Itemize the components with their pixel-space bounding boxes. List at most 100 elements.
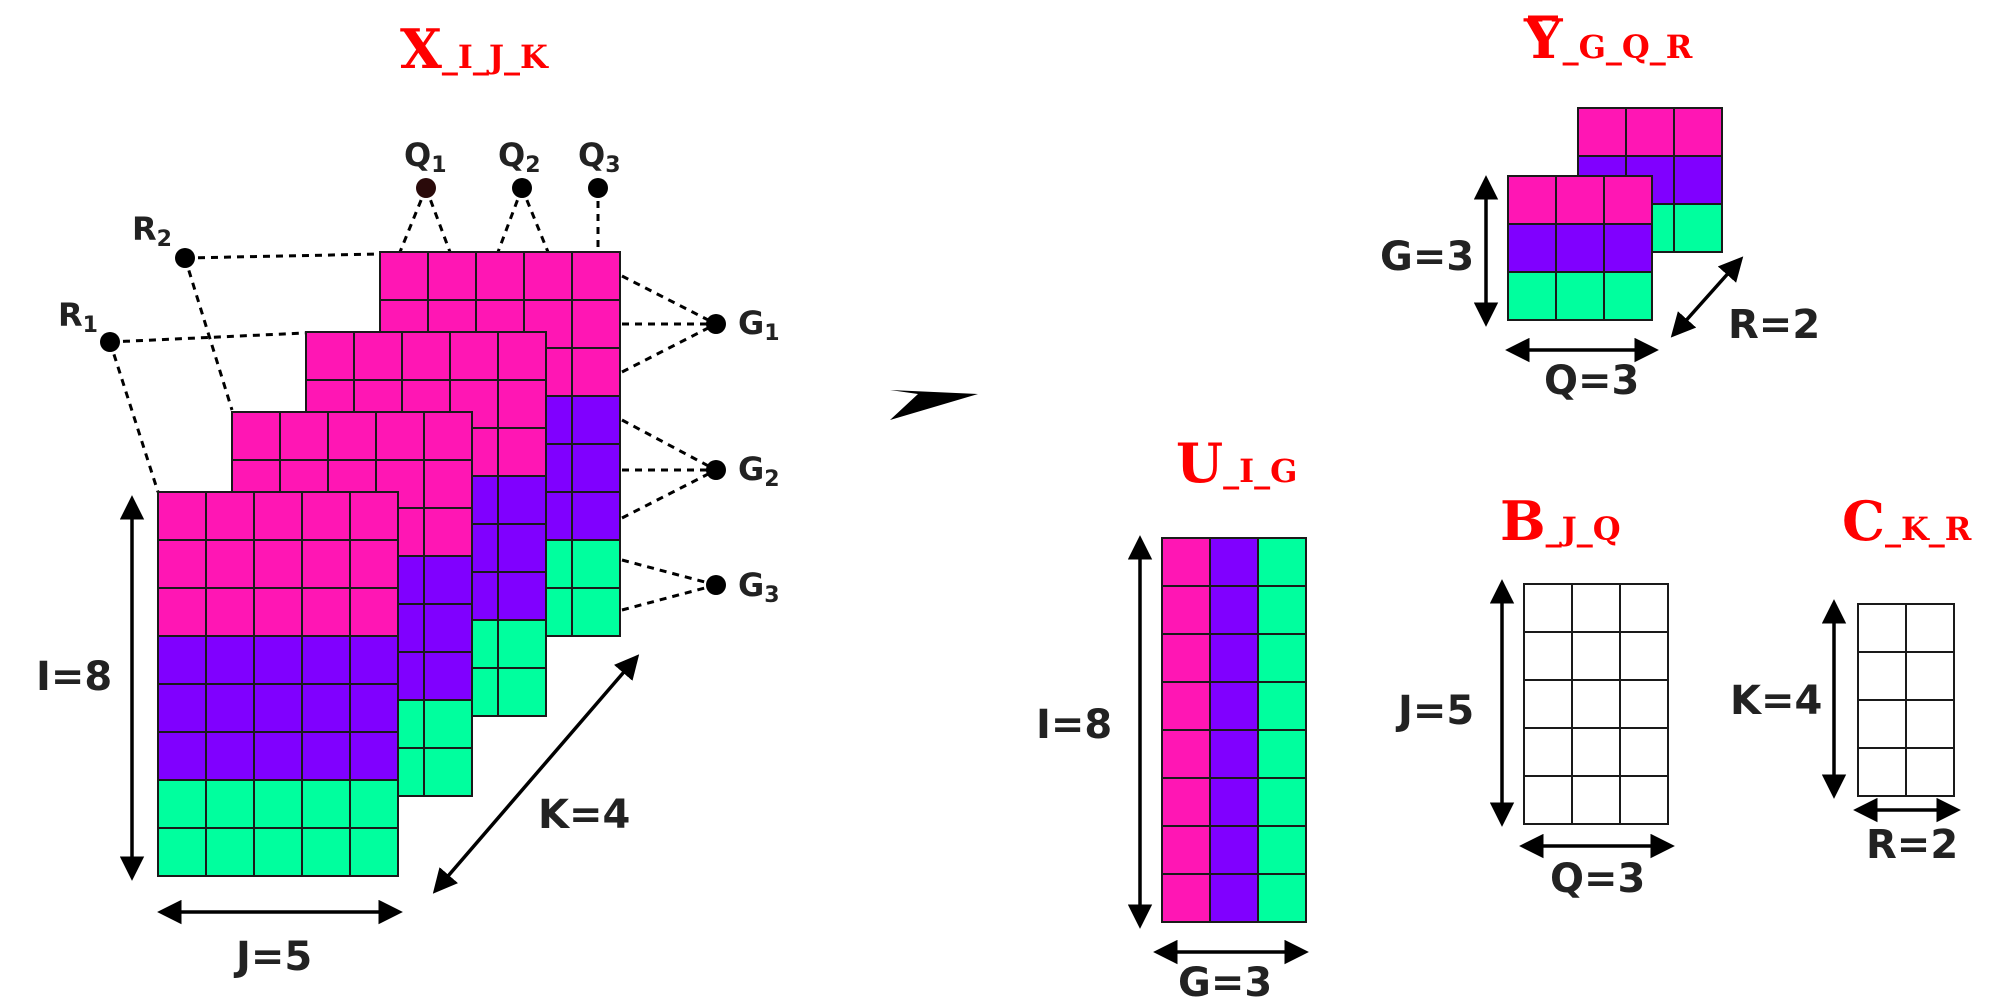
tensor-x-slice-2-cell <box>423 603 473 653</box>
matrix-c-cell <box>1857 747 1907 797</box>
matrix-u-cell <box>1257 777 1307 827</box>
tensor-x-slice-1-cell <box>301 491 351 541</box>
tensor-x-slice-3-cell <box>401 331 451 381</box>
matrix-u-cell <box>1257 825 1307 875</box>
tensor-x-slice-2-cell <box>423 747 473 797</box>
matrix-u-cell <box>1209 729 1259 779</box>
matrix-c-cell <box>1905 747 1955 797</box>
tensor-x-slice-4-cell <box>571 395 621 445</box>
matrix-u-cell <box>1257 537 1307 587</box>
x-k-arrow <box>432 654 640 894</box>
core-y-slice-1 <box>1507 175 1653 321</box>
matrix-u-cell <box>1161 633 1211 683</box>
x-j-label: J=5 <box>233 934 312 980</box>
label-r2: R2 <box>132 210 172 252</box>
tensor-x-slice-4-cell <box>571 299 621 349</box>
tensor-x-slice-1-cell <box>253 827 303 877</box>
node-r1 <box>100 332 120 352</box>
tensor-x-slice-1-cell <box>253 779 303 829</box>
tensor-x-slice-1-cell <box>205 539 255 589</box>
tensor-x-slice-1-cell <box>253 731 303 781</box>
matrix-u-cell <box>1209 873 1259 923</box>
matrix-b-cell <box>1571 679 1621 729</box>
tensor-x-slice-1-cell <box>349 635 399 685</box>
tensor-x-slice-1-cell <box>301 731 351 781</box>
matrix-b <box>1523 583 1669 825</box>
matrix-u-cell <box>1209 585 1259 635</box>
matrix-b-cell <box>1571 583 1621 633</box>
label-q3: Q3 <box>578 136 621 178</box>
node-g3 <box>706 575 726 595</box>
matrix-b-cell <box>1619 727 1669 777</box>
tensor-x-slice-1-cell <box>349 491 399 541</box>
core-y-slice-1-cell <box>1507 175 1557 225</box>
matrix-u-cell <box>1161 777 1211 827</box>
u-g-label: G=3 <box>1178 960 1272 1000</box>
node-q2 <box>512 178 532 198</box>
x-k-label: K=4 <box>538 792 630 838</box>
tensor-x-slice-1-cell <box>157 587 207 637</box>
matrix-b-cell <box>1619 775 1669 825</box>
matrix-b-cell <box>1571 775 1621 825</box>
tensor-x-slice-1-cell <box>205 779 255 829</box>
tensor-x-slice-4-cell <box>427 251 477 301</box>
matrix-u-cell <box>1209 537 1259 587</box>
matrix-c-title: C_K_R <box>1842 489 1972 553</box>
tensor-x-slice-4-cell <box>379 251 429 301</box>
tensor-x-slice-2-cell <box>423 699 473 749</box>
tensor-x-slice-3-cell <box>497 379 547 429</box>
matrix-u <box>1161 537 1307 923</box>
node-r2 <box>175 248 195 268</box>
matrix-u-cell <box>1257 585 1307 635</box>
tensor-x-slice-1-cell <box>157 731 207 781</box>
tensor-x-nodes <box>100 178 726 595</box>
tensor-x-slice-4-cell <box>571 539 621 589</box>
label-r1: R1 <box>58 296 98 338</box>
matrix-u-cell <box>1257 633 1307 683</box>
core-y-slice-1-cell <box>1507 223 1557 273</box>
matrix-b-cell <box>1619 583 1669 633</box>
c-r-label: R=2 <box>1866 822 1958 868</box>
tensor-x-slice-1-cell <box>157 635 207 685</box>
x-i-label: I=8 <box>36 654 112 700</box>
tensor-x-slice-1-cell <box>205 731 255 781</box>
tensor-x-slice-1-cell <box>205 491 255 541</box>
tensor-x-slice-1-cell <box>301 683 351 733</box>
tensor-x-slice-2-cell <box>423 555 473 605</box>
matrix-u-cell <box>1209 633 1259 683</box>
tensor-x-slice-1-cell <box>301 539 351 589</box>
tensor-x-slice-2-cell <box>423 507 473 557</box>
transform-arrow <box>890 390 978 420</box>
tensor-x-slice-2-cell <box>423 411 473 461</box>
matrix-u-cell <box>1161 585 1211 635</box>
matrix-u-cell <box>1257 729 1307 779</box>
matrix-u-cell <box>1161 729 1211 779</box>
core-y-slice-2-cell <box>1673 203 1723 253</box>
b-j-label: J=5 <box>1395 688 1474 734</box>
tensor-x-slice-1-cell <box>301 635 351 685</box>
tensor-x-slice-1-cell <box>349 731 399 781</box>
matrix-u-cell <box>1257 873 1307 923</box>
tensor-x-slice-4-cell <box>571 587 621 637</box>
tensor-x-slice-4-cell <box>571 443 621 493</box>
core-y-slice-1-cell <box>1603 175 1653 225</box>
tensor-x-slice-1-cell <box>349 779 399 829</box>
tensor-x-slice-1-cell <box>349 587 399 637</box>
core-y-slice-1-cell <box>1603 271 1653 321</box>
tensor-x-slice-3-cell <box>497 475 547 525</box>
matrix-c-cell <box>1857 699 1907 749</box>
b-q-label: Q=3 <box>1550 856 1645 902</box>
matrix-c <box>1857 603 1955 797</box>
tensor-x-slice-2-cell <box>279 411 329 461</box>
tensor-x-slice-1-cell <box>349 827 399 877</box>
tensor-x-slice-1-cell <box>157 491 207 541</box>
matrix-b-cell <box>1571 631 1621 681</box>
node-g2 <box>706 460 726 480</box>
u-i-label: I=8 <box>1036 702 1112 748</box>
tensor-x-slice-1-cell <box>157 779 207 829</box>
label-g1: G1 <box>738 304 780 346</box>
tensor-x-slice-1-cell <box>253 683 303 733</box>
core-y-slice-2-cell <box>1673 155 1723 205</box>
tensor-x-slice-1-cell <box>253 491 303 541</box>
tensor-x-slice-1-cell <box>349 539 399 589</box>
